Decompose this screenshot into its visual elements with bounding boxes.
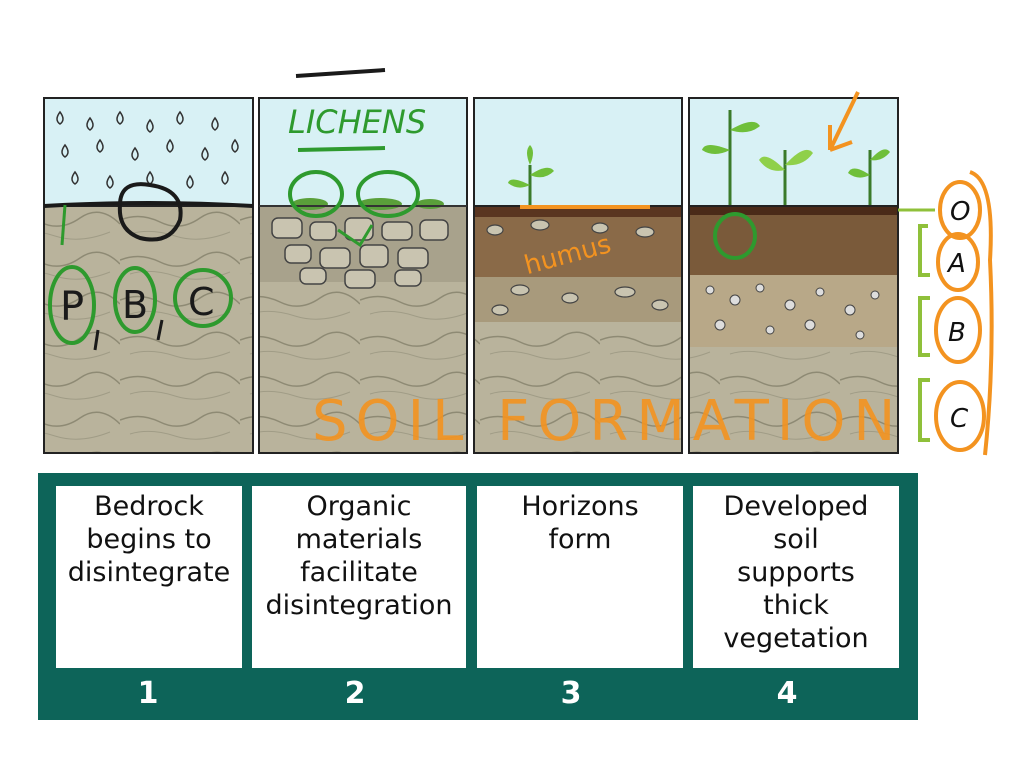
stage-card-1: Bedrock begins to disintegrate <box>56 486 242 668</box>
stage-number-4: 4 <box>776 676 798 711</box>
stage-1-label: Bedrock begins to disintegrate <box>67 491 231 588</box>
seedling-plant <box>508 145 554 205</box>
horizon-a: A <box>946 249 966 279</box>
panel-4-developed <box>688 97 899 454</box>
stage-card-3: Horizons form <box>477 486 683 668</box>
stage-number-2: 2 <box>344 676 366 711</box>
stage-2-label: Organic materials facilitate disintegrat… <box>265 491 453 621</box>
mature-plants <box>702 110 890 205</box>
horizon-labels: O A B C <box>898 170 994 456</box>
pbc-b: B <box>122 283 148 327</box>
pbc-p: P <box>60 284 84 330</box>
horizon-c: C <box>950 404 969 434</box>
stage-4-label: Developed soil supports thick vegetation <box>723 491 869 654</box>
horizon-o: O <box>950 197 970 227</box>
stage-number-3: 3 <box>560 676 582 711</box>
stage-number-1: 1 <box>137 676 159 711</box>
soil-formation-title: SOIL FORMATION <box>312 389 903 454</box>
panel-2-organic <box>258 97 468 454</box>
stage-caption-bar: Bedrock begins to disintegrate Organic m… <box>38 473 918 720</box>
lichens-note: LICHENS <box>288 103 426 141</box>
panel-1-bedrock <box>43 97 254 454</box>
panel-3-horizons <box>473 97 683 454</box>
stage-card-2: Organic materials facilitate disintegrat… <box>252 486 466 668</box>
raindrops <box>56 110 239 189</box>
horizon-b: B <box>948 318 966 348</box>
stage-card-4: Developed soil supports thick vegetation <box>693 486 899 668</box>
stage-3-label: Horizons form <box>521 491 639 555</box>
pbc-c: C <box>188 280 215 324</box>
